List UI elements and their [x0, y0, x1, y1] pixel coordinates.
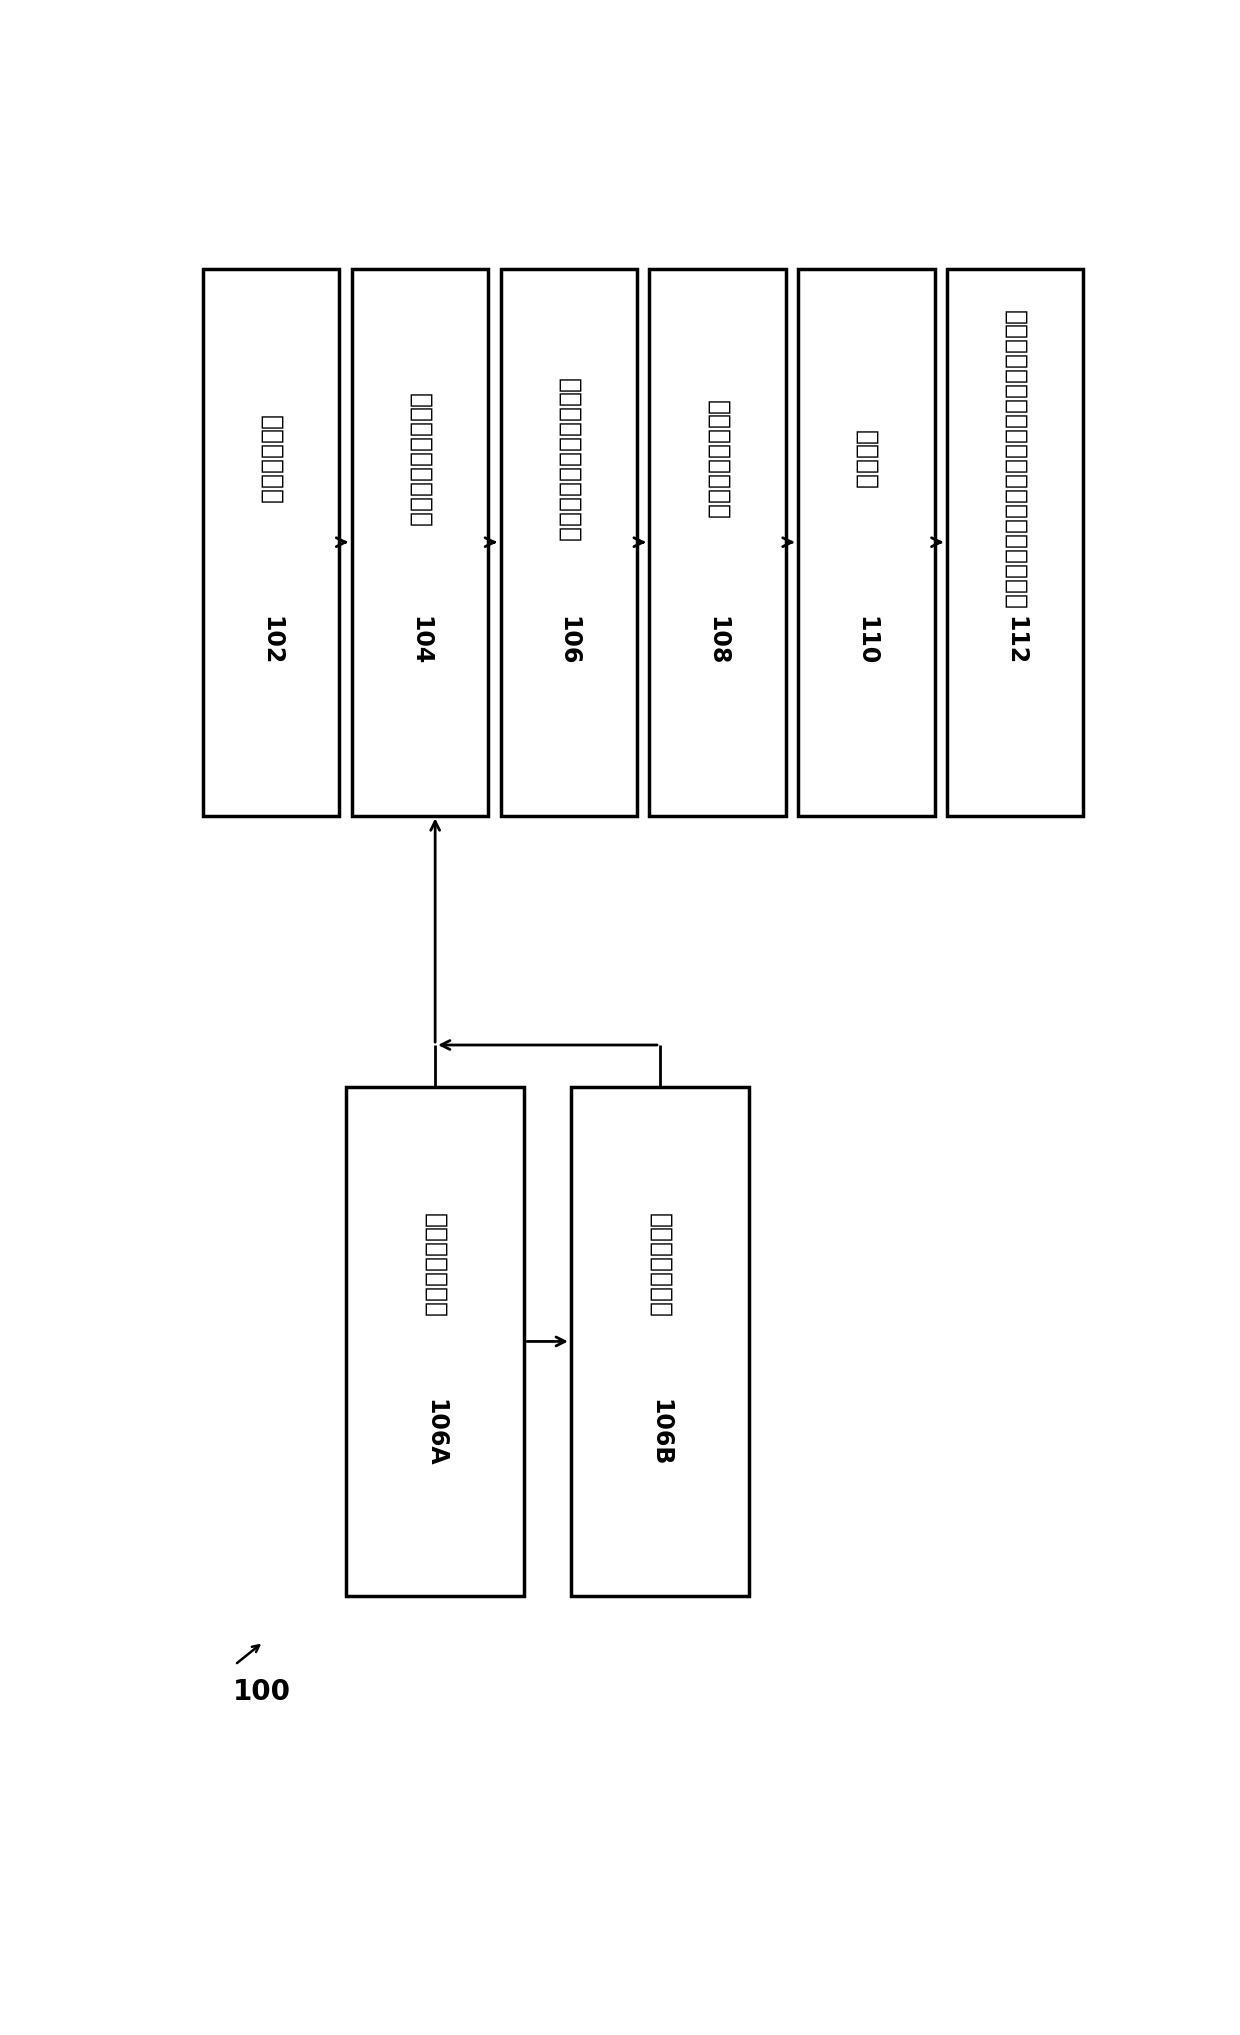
Text: 104: 104	[408, 617, 432, 665]
Text: 决定掩模设计以调整极化: 决定掩模设计以调整极化	[557, 379, 580, 543]
Bar	[570, 1087, 749, 1595]
Bar	[352, 269, 489, 816]
Bar	[203, 269, 340, 816]
Text: 分析光源种类和极化: 分析光源种类和极化	[408, 393, 432, 527]
Bar	[799, 269, 935, 816]
Text: 106B: 106B	[649, 1400, 672, 1467]
Text: 100: 100	[233, 1677, 290, 1705]
Text: 110: 110	[854, 617, 878, 665]
Text: 实施光学校正技术: 实施光学校正技术	[706, 401, 729, 521]
Text: 选择吸收层厕度: 选择吸收层厕度	[649, 1213, 672, 1319]
Text: 108: 108	[706, 617, 729, 665]
Text: 106: 106	[557, 617, 580, 665]
Text: 102: 102	[259, 617, 283, 665]
Bar	[650, 269, 786, 816]
Bar	[947, 269, 1084, 816]
Bar	[501, 269, 637, 816]
Text: 实施光刻图案化工艺，使用掩模成像设计布局: 实施光刻图案化工艺，使用掩模成像设计布局	[1003, 309, 1027, 610]
Text: 提供掩模: 提供掩模	[854, 429, 878, 490]
Text: 106A: 106A	[423, 1400, 448, 1467]
Text: 选择吸收层材料: 选择吸收层材料	[423, 1213, 448, 1319]
Text: 分析设计布局: 分析设计布局	[259, 415, 283, 505]
Text: 112: 112	[1003, 617, 1027, 665]
Bar	[346, 1087, 525, 1595]
